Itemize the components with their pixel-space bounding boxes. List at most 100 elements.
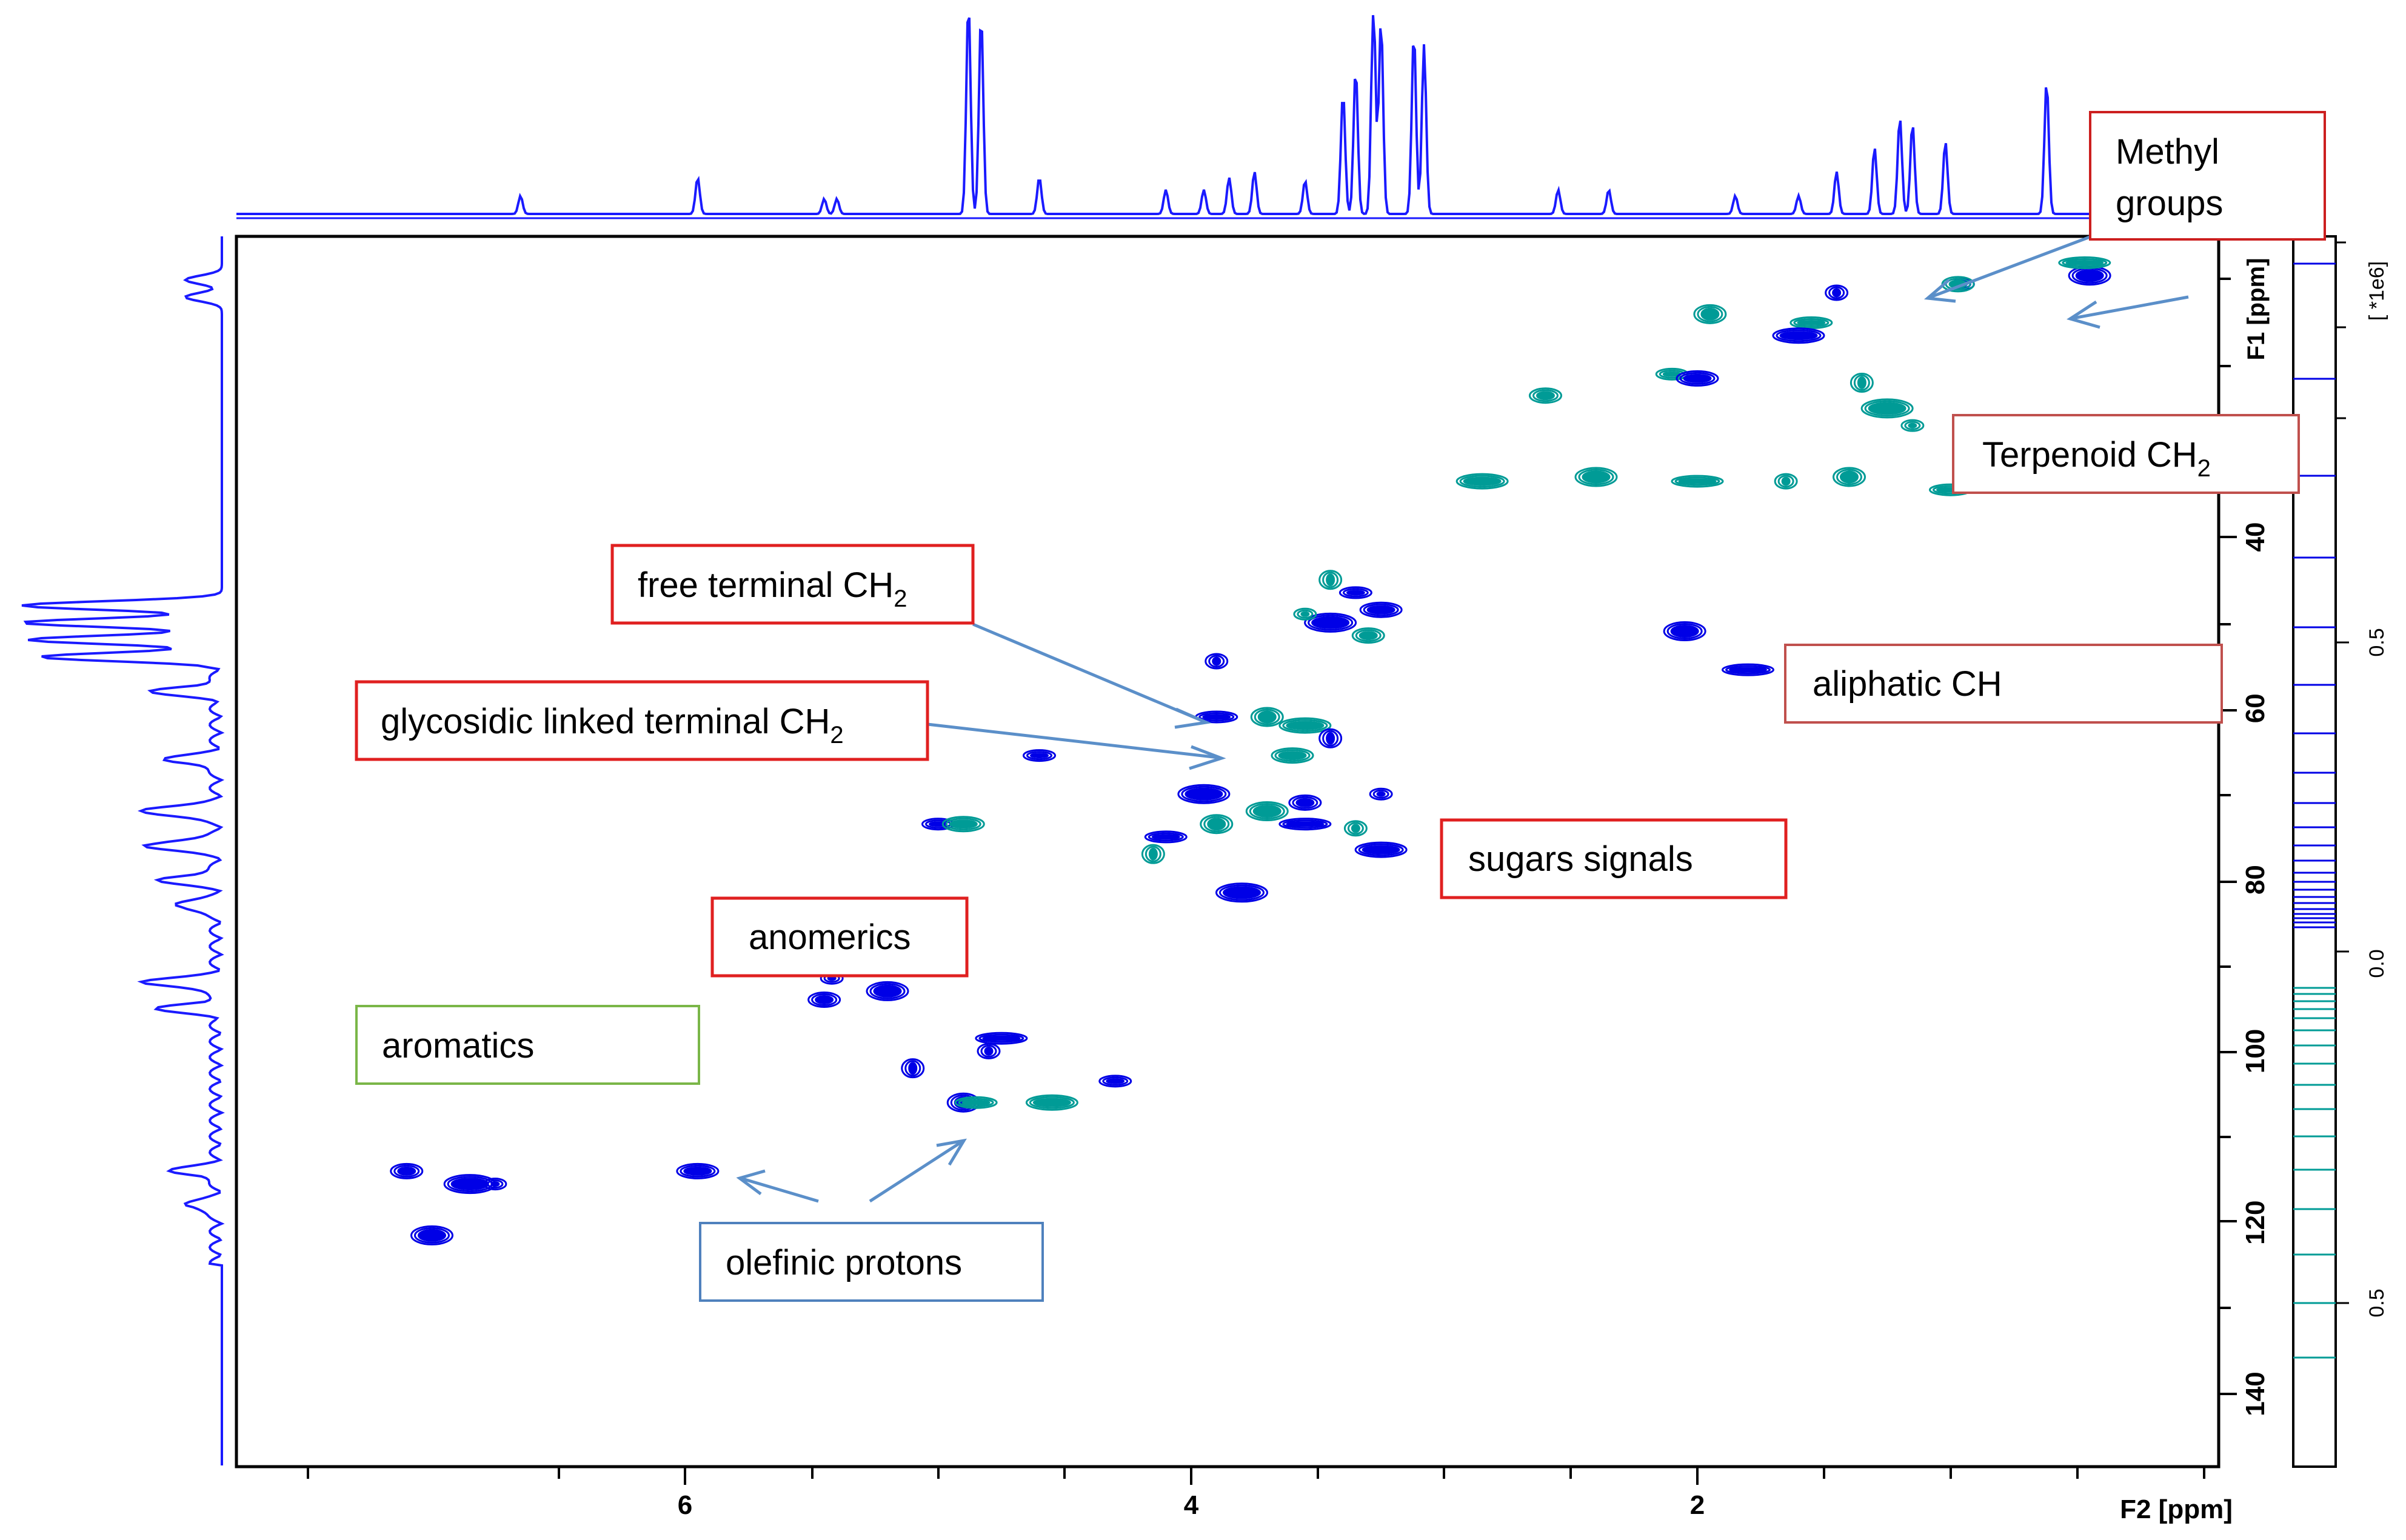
annotation-aliphatic-ch: aliphatic CH [1784, 644, 2223, 724]
cross-peak [1663, 621, 1706, 642]
svg-text:glycosidic linked terminal CH2: glycosidic linked terminal CH2 [381, 702, 844, 748]
cross-peak [1250, 707, 1284, 727]
cross-peak [390, 1162, 424, 1179]
svg-text:sugars signals: sugars signals [1468, 839, 1693, 879]
f2-projection-trace [236, 15, 2219, 215]
cross-peak [941, 816, 985, 833]
y-tick-label: 80 [2241, 865, 2270, 895]
x-tick-label: 2 [1690, 1490, 1705, 1520]
scale-tick-1: 0.0 [2365, 949, 2388, 978]
y-tick-label: 40 [2241, 522, 2270, 552]
cross-peak [1144, 830, 1188, 844]
cross-peak [1245, 801, 1289, 821]
cross-peak [1338, 586, 1372, 599]
cross-peak [1833, 467, 1866, 487]
cross-peak [1304, 612, 1357, 633]
annotation-arrows [736, 235, 2189, 1203]
svg-text:olefinic protons: olefinic protons [726, 1243, 962, 1282]
cross-peak [1529, 387, 1562, 404]
cross-peak [1023, 749, 1056, 762]
scale-tick-2: 0.5 [2365, 1288, 2388, 1317]
f1-projection-spectrum [21, 236, 225, 1465]
cross-peak [866, 981, 909, 1001]
cross-peak [1215, 882, 1268, 903]
cross-peak [1860, 398, 1914, 419]
cross-peak [1351, 627, 1385, 644]
svg-text:free terminal CH2: free terminal CH2 [638, 565, 907, 612]
hsqc-cross-peaks [390, 256, 2111, 1245]
annotation-olefinic-protons: olefinic protons [699, 1222, 1044, 1302]
annotation-terpenoid-ch2: Terpenoid CH2 [1952, 414, 2300, 494]
cross-peak [1343, 820, 1368, 837]
cross-peak [1278, 717, 1332, 734]
cross-peak [1293, 607, 1317, 621]
cross-peak [1693, 304, 1727, 324]
cross-peak [1205, 653, 1229, 670]
annotation-aromatics: aromatics [355, 1005, 700, 1085]
cross-peak [1177, 784, 1231, 804]
cross-peak [676, 1162, 720, 1179]
cross-peak [410, 1225, 453, 1245]
cross-peak [901, 1058, 925, 1079]
cross-peak [1141, 844, 1165, 864]
cross-peak [1359, 601, 1403, 618]
annotation-free-terminal-ch2: free terminal CH2 [610, 544, 975, 625]
cross-peak [1200, 814, 1234, 835]
plot-frame [235, 235, 2221, 1468]
annotation-glycosidic-linked: glycosidic linked terminal CH2 [355, 680, 929, 761]
y-axis-label: F1 [ppm] [2243, 258, 2270, 361]
x-axis-label: F2 [ppm] [2120, 1495, 2233, 1524]
x-tick-label: 6 [678, 1490, 692, 1520]
x-tick-label: 4 [1184, 1490, 1199, 1520]
f1-projection-trace [21, 236, 225, 1465]
cross-peak [1774, 473, 1798, 490]
cross-peak [1455, 473, 1509, 490]
y-axis-tick-labels: 40 60 80 100 120 140 [2241, 522, 2270, 1416]
x-axis-ticks [307, 1467, 2205, 1485]
annotation-sugars-signals: sugars signals [1440, 818, 1788, 899]
cross-peak [1772, 327, 1825, 344]
cross-peak [1789, 316, 1833, 329]
cross-peak [1271, 747, 1314, 764]
scale-multiplier-label: [ *1e6] [2365, 261, 2388, 321]
cross-peak [1318, 728, 1343, 748]
cross-peak [1722, 663, 1774, 676]
cross-peak [1278, 818, 1332, 831]
annotation-methyl-groups: Methyl groups [2089, 111, 2326, 241]
cross-peak [807, 992, 841, 1008]
cross-peak [1671, 475, 1724, 488]
cross-peak [1900, 419, 1925, 432]
svg-text:anomerics: anomerics [749, 918, 911, 957]
cross-peak [483, 1178, 507, 1191]
cross-peak [977, 1042, 1001, 1059]
cross-peak [1850, 372, 1874, 393]
cross-peak [1676, 370, 1719, 387]
scale-tick-0: 0.5 [2365, 628, 2388, 656]
svg-text:Terpenoid CH2: Terpenoid CH2 [1982, 435, 2211, 482]
cross-peak [1369, 787, 1393, 801]
y-tick-label: 120 [2241, 1200, 2270, 1244]
svg-text:aliphatic CH: aliphatic CH [1813, 664, 2002, 704]
svg-text:groups: groups [2116, 184, 2223, 223]
cross-peak [2058, 256, 2111, 270]
annotation-boxes: Methyl groups Terpenoid CH2 free termina… [355, 111, 2326, 1302]
cross-peak [2068, 265, 2111, 286]
cross-peak [1318, 570, 1343, 590]
cross-peak [1025, 1094, 1078, 1111]
cross-peak [975, 1032, 1028, 1045]
svg-text:aromatics: aromatics [382, 1026, 534, 1065]
cross-peak [1098, 1075, 1132, 1088]
f2-projection-spectrum [236, 15, 2219, 219]
svg-text:Methyl: Methyl [2116, 132, 2219, 172]
y-tick-label: 60 [2241, 693, 2270, 723]
cross-peak [954, 1096, 998, 1109]
x-axis-tick-labels: 6 4 2 [678, 1490, 1705, 1520]
y-tick-label: 140 [2241, 1372, 2270, 1416]
cross-peak [1288, 794, 1322, 811]
y-tick-label: 100 [2241, 1029, 2270, 1073]
cross-peak [1825, 284, 1849, 301]
annotation-anomerics: anomerics [710, 896, 969, 978]
cross-peak [1354, 841, 1408, 858]
